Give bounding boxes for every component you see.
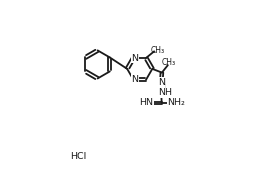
Text: N: N <box>158 84 165 93</box>
Text: N: N <box>131 54 138 63</box>
Text: CH₃: CH₃ <box>150 46 165 55</box>
Text: N: N <box>158 78 165 87</box>
Text: NH₂: NH₂ <box>168 98 185 107</box>
Text: NH: NH <box>158 89 172 98</box>
Text: HN: HN <box>140 98 153 107</box>
Text: CH₃: CH₃ <box>161 58 176 67</box>
Text: N: N <box>131 75 138 84</box>
Text: N: N <box>131 75 138 84</box>
Text: N: N <box>131 54 138 63</box>
Text: HCl: HCl <box>70 152 86 161</box>
